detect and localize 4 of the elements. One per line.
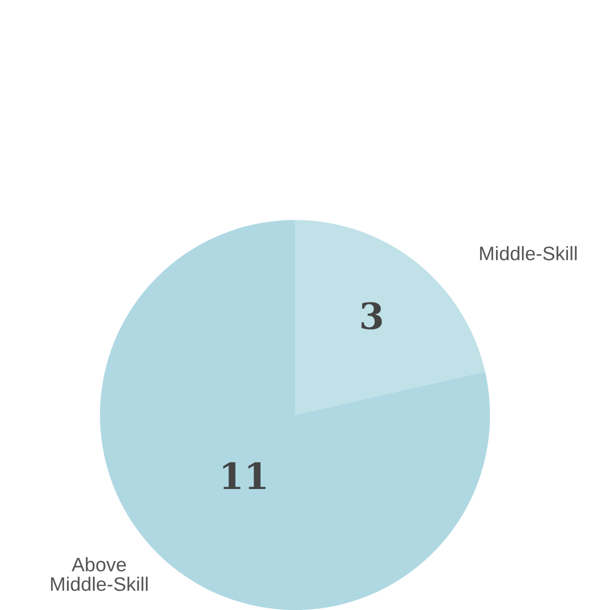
slice-label: Above Middle-Skill — [51, 557, 148, 591]
data-label: 11 — [223, 462, 266, 489]
data-label: 3 — [362, 302, 382, 330]
slice-label: Middle-Skill — [480, 246, 577, 260]
